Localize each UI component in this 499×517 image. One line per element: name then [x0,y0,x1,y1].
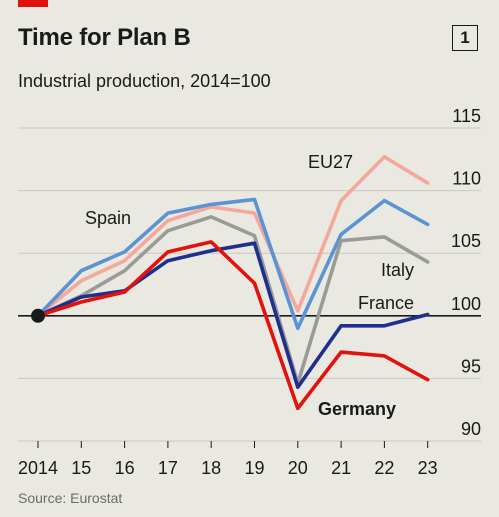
start-point-marker [31,308,45,323]
x-tick-label: 20 [288,458,308,478]
y-tick-label: 110 [452,169,481,189]
series-line-france [36,241,430,390]
y-tick-label: 105 [451,231,481,251]
series-label-spain: Spain [85,208,131,228]
x-tick-label: 19 [244,458,264,478]
x-tick-label: 22 [374,458,394,478]
y-tick-label: 95 [461,356,481,376]
x-tick-label: 17 [158,458,178,478]
x-tick-labels: 2014 15 16 17 18 19 20 21 22 23 [18,441,438,478]
x-tick-label: 18 [201,458,221,478]
y-tick-label: 90 [461,419,481,439]
series-label-eu27: EU27 [308,152,353,172]
series-label-italy: Italy [381,260,414,280]
x-tick-label: 2014 [18,458,58,478]
y-tick-label: 115 [452,106,481,126]
series-labels: EU27 Spain Italy France Germany [85,152,414,419]
series-line-germany [36,240,430,411]
series-label-france: France [358,293,414,313]
series-line-spain [36,197,430,331]
chart-title: Time for Plan B [18,24,191,51]
y-tick-labels: 90 95 100 105 110 115 [451,106,481,439]
series-line-eu27 [36,155,430,318]
gridlines [18,127,481,442]
y-tick-label: 100 [451,294,481,314]
brand-accent-bar [18,0,48,7]
series-lines [31,155,430,411]
x-tick-label: 15 [71,458,91,478]
x-tick-label: 16 [115,458,135,478]
x-tick-label: 21 [331,458,351,478]
series-line-italy [36,215,430,386]
chart-number-badge: 1 [452,25,478,51]
chart-subtitle: Industrial production, 2014=100 [18,71,271,91]
x-tick-label: 23 [418,458,438,478]
source-note: Source: Eurostat [18,490,123,506]
series-label-germany: Germany [318,399,396,419]
